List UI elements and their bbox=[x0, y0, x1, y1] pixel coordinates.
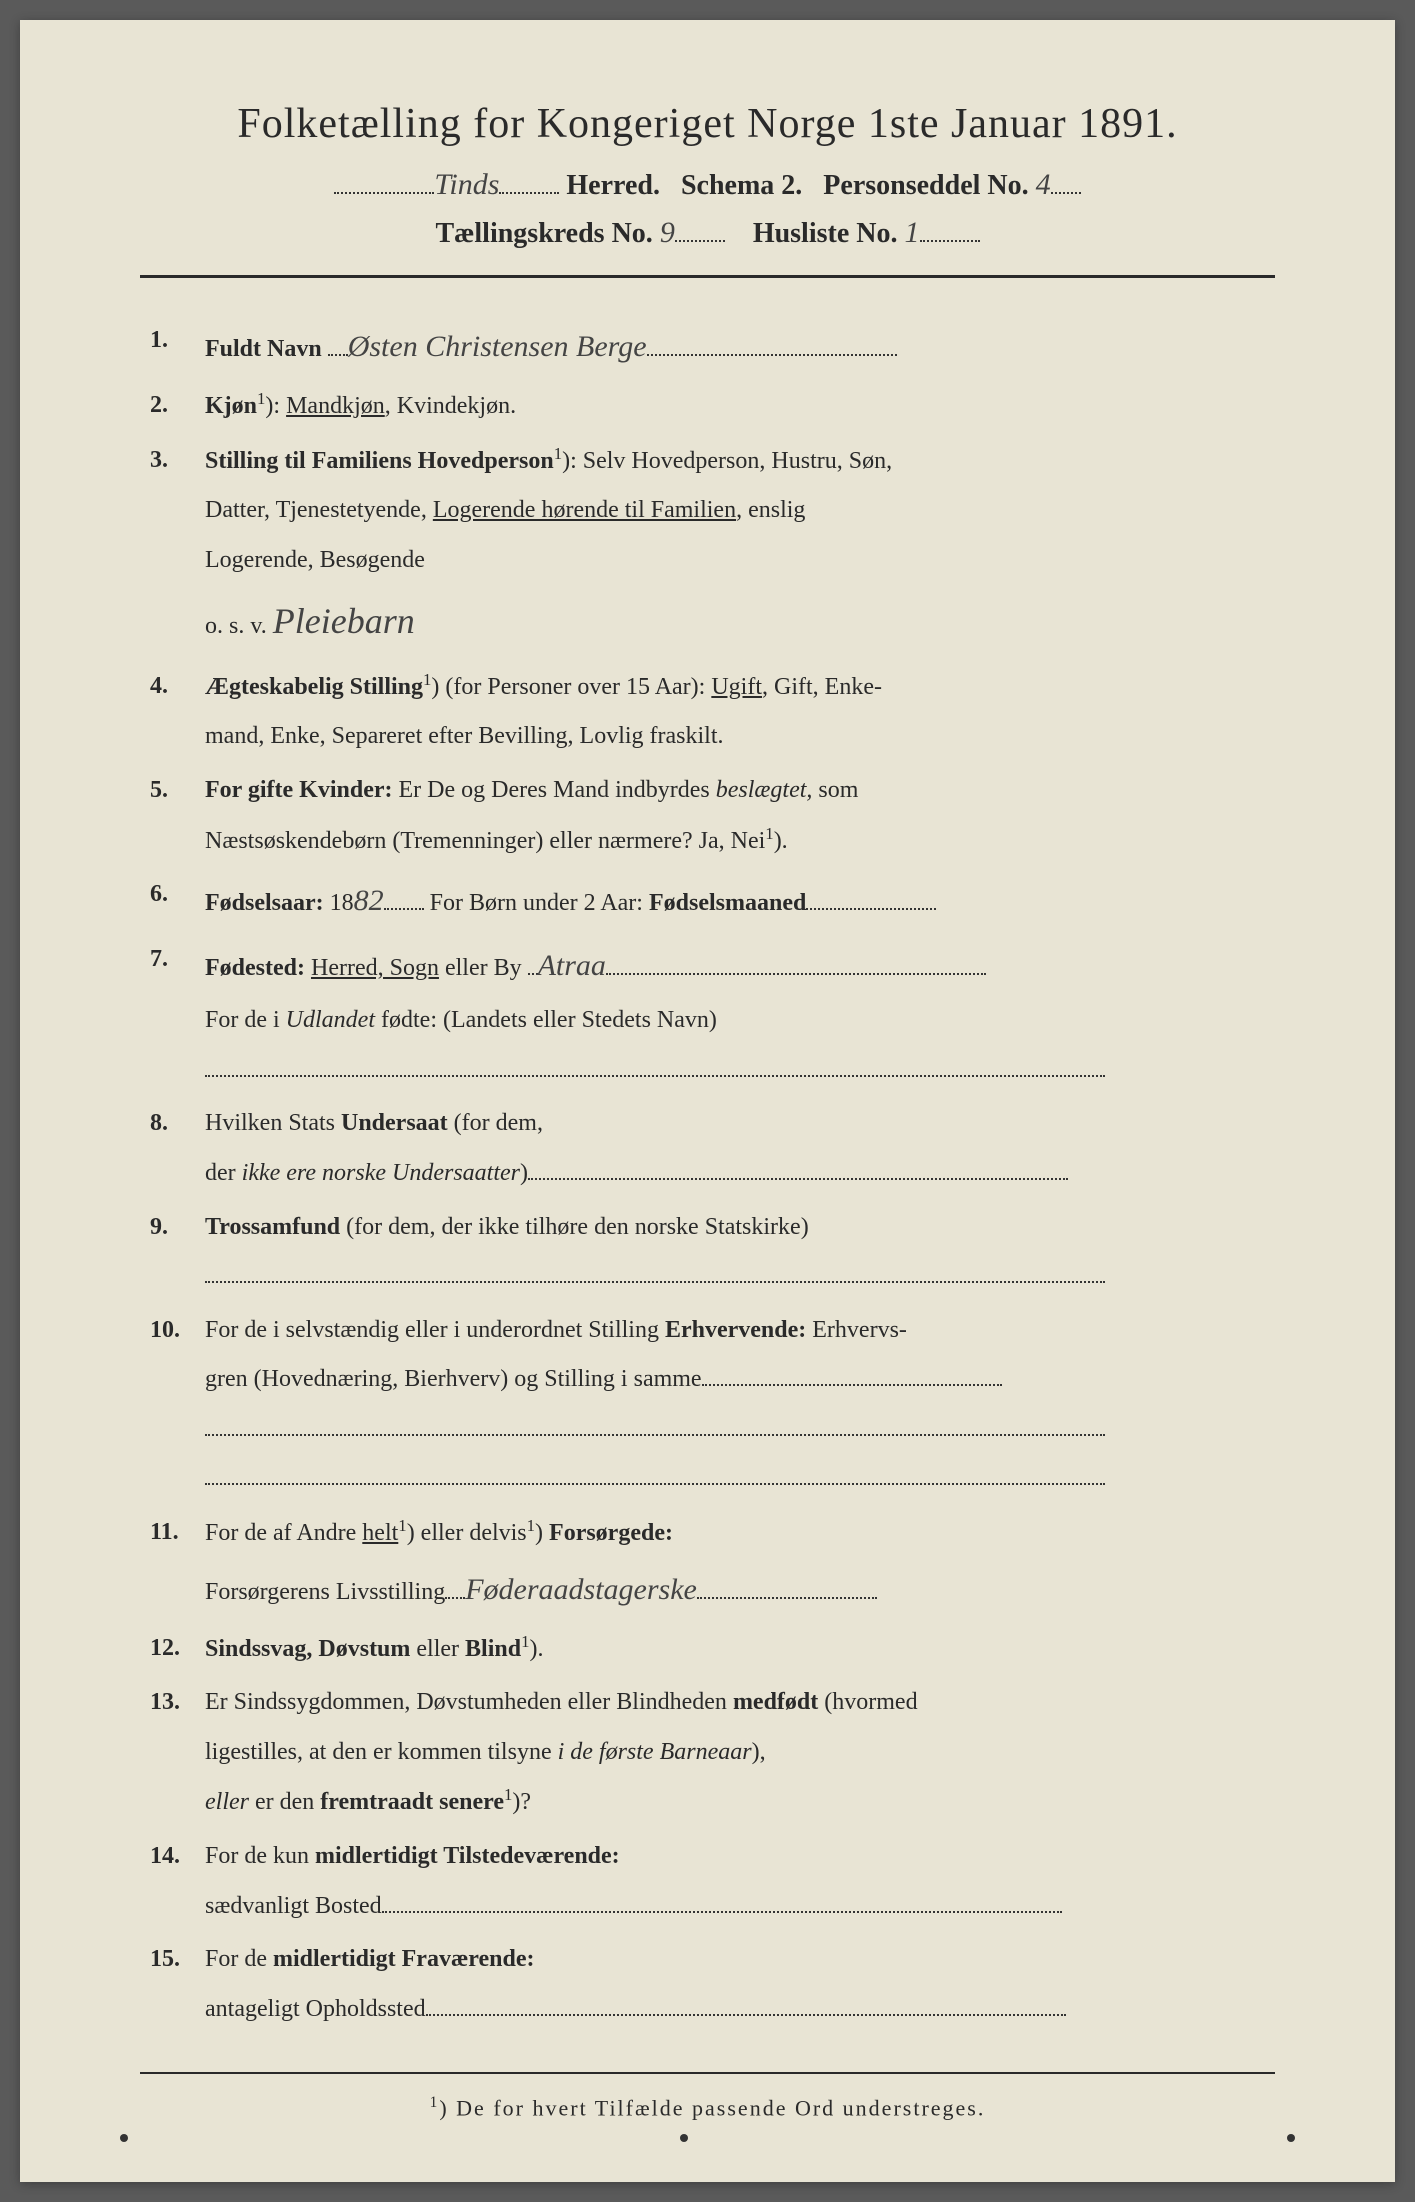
item-number: 14. bbox=[150, 1834, 205, 1929]
item-8: 8. Hvilken Stats Undersaat (for dem, der… bbox=[150, 1101, 1275, 1196]
kreds-value: 9 bbox=[660, 216, 675, 249]
item-number: 12. bbox=[150, 1626, 205, 1673]
item-2: 2. Kjøn1): Mandkjøn, Kvindekjøn. bbox=[150, 383, 1275, 430]
herred-line-left bbox=[334, 166, 434, 194]
item-5: 5. For gifte Kvinder: Er De og Deres Man… bbox=[150, 768, 1275, 864]
item-label: Fødselsaar: bbox=[205, 890, 324, 916]
item-number: 4. bbox=[150, 664, 205, 760]
item-11: 11. For de af Andre helt1) eller delvis1… bbox=[150, 1510, 1275, 1618]
item-label: For gifte Kvinder: bbox=[205, 777, 393, 803]
item-number: 13. bbox=[150, 1680, 205, 1826]
item-12: 12. Sindssvag, Døvstum eller Blind1). bbox=[150, 1626, 1275, 1673]
main-title: Folketælling for Kongeriget Norge 1ste J… bbox=[140, 100, 1275, 148]
name-value: Østen Christensen Berge bbox=[348, 330, 647, 363]
item-label: Kjøn bbox=[205, 393, 257, 419]
item-7: 7. Fødested: Herred, Sogn eller By Atraa… bbox=[150, 937, 1275, 1093]
birth-year: 82 bbox=[354, 884, 384, 917]
item-label: Fødested: bbox=[205, 955, 305, 981]
item-label: midlertidigt Tilstedeværende: bbox=[315, 1843, 620, 1869]
item-number: 5. bbox=[150, 768, 205, 864]
item-label: medfødt bbox=[733, 1689, 818, 1715]
item-label: Trossamfund bbox=[205, 1214, 340, 1240]
item-number: 8. bbox=[150, 1101, 205, 1196]
item-label: midlertidigt Fraværende: bbox=[273, 1946, 535, 1972]
item-number: 15. bbox=[150, 1937, 205, 2032]
provider-value: Føderaadstagerske bbox=[465, 1573, 697, 1606]
item-15: 15. For de midlertidigt Fraværende: anta… bbox=[150, 1937, 1275, 2032]
item-label: Sindssvag, Døvstum bbox=[205, 1636, 410, 1662]
husliste-label: Husliste No. bbox=[753, 218, 898, 249]
paper-spot bbox=[1287, 2134, 1295, 2142]
selected-option: Mandkjøn bbox=[286, 393, 385, 419]
item-number: 6. bbox=[150, 872, 205, 929]
item-number: 3. bbox=[150, 438, 205, 656]
item-label: Undersaat bbox=[341, 1110, 448, 1136]
item-4: 4. Ægteskabelig Stilling1) (for Personer… bbox=[150, 664, 1275, 760]
footnote-divider bbox=[140, 2072, 1275, 2074]
relation-value: Pleiebarn bbox=[273, 601, 415, 641]
paper-spot bbox=[680, 2134, 688, 2142]
form-items-container: 1. Fuldt Navn Østen Christensen Berge 2.… bbox=[140, 318, 1275, 2032]
herred-label: Herred. bbox=[566, 170, 660, 201]
item-1: 1. Fuldt Navn Østen Christensen Berge bbox=[150, 318, 1275, 375]
item-number: 10. bbox=[150, 1308, 205, 1502]
herred-line-right bbox=[499, 166, 559, 194]
subtitle-line-2: Tællingskreds No. 9 Husliste No. 1 bbox=[140, 214, 1275, 250]
personseddel-label: Personseddel No. bbox=[823, 170, 1028, 201]
item-9: 9. Trossamfund (for dem, der ikke tilhør… bbox=[150, 1205, 1275, 1300]
item-number: 2. bbox=[150, 383, 205, 430]
header-divider bbox=[140, 275, 1275, 278]
subtitle-line-1: Tinds Herred. Schema 2. Personseddel No.… bbox=[140, 166, 1275, 202]
census-form-page: Folketælling for Kongeriget Norge 1ste J… bbox=[20, 20, 1395, 2182]
husliste-value: 1 bbox=[905, 216, 920, 249]
item-3: 3. Stilling til Familiens Hovedperson1):… bbox=[150, 438, 1275, 656]
item-label: Erhvervende: bbox=[665, 1317, 806, 1343]
footnote: 1) De for hvert Tilfælde passende Ord un… bbox=[140, 2094, 1275, 2121]
item-13: 13. Er Sindssygdommen, Døvstumheden elle… bbox=[150, 1680, 1275, 1826]
header-section: Folketælling for Kongeriget Norge 1ste J… bbox=[140, 100, 1275, 250]
birthplace-value: Atraa bbox=[538, 949, 606, 982]
item-10: 10. For de i selvstændig eller i underor… bbox=[150, 1308, 1275, 1502]
schema-label: Schema 2. bbox=[681, 170, 802, 201]
kreds-label: Tællingskreds No. bbox=[435, 218, 652, 249]
item-label: Ægteskabelig Stilling bbox=[205, 674, 423, 700]
item-14: 14. For de kun midlertidigt Tilstedevære… bbox=[150, 1834, 1275, 1929]
item-number: 11. bbox=[150, 1510, 205, 1618]
item-number: 9. bbox=[150, 1205, 205, 1300]
herred-value: Tinds bbox=[434, 168, 499, 201]
item-label: Stilling til Familiens Hovedperson bbox=[205, 448, 554, 474]
item-number: 1. bbox=[150, 318, 205, 375]
paper-spot bbox=[120, 2134, 128, 2142]
item-6: 6. Fødselsaar: 1882 For Børn under 2 Aar… bbox=[150, 872, 1275, 929]
item-number: 7. bbox=[150, 937, 205, 1093]
item-label: Forsørgede: bbox=[549, 1520, 673, 1546]
item-label: Fuldt Navn bbox=[205, 336, 322, 362]
personseddel-value: 4 bbox=[1036, 168, 1051, 201]
